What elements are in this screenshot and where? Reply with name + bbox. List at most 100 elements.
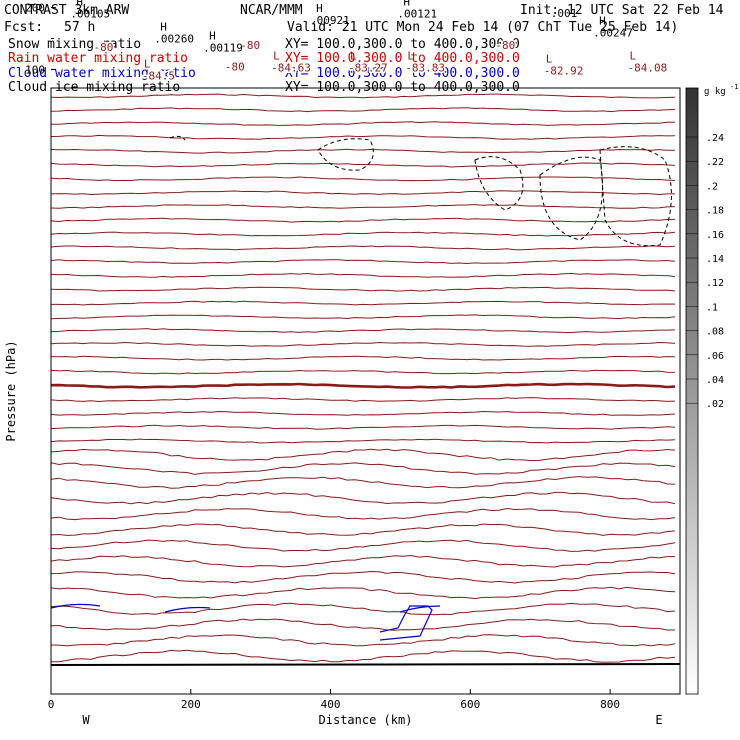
- colorbar-tick-label: .02: [706, 399, 724, 410]
- fcst-value: 57 h: [64, 20, 96, 35]
- high-value: .00921: [310, 14, 350, 27]
- temperature-contour: [51, 259, 676, 265]
- cloud-ice-contour: [599, 146, 672, 247]
- temperature-contour: [51, 634, 676, 647]
- field-xy-cloud-water: XY= 100.0,300.0 to 400.0,300.0: [285, 66, 520, 81]
- temperature-contour: [51, 382, 676, 389]
- low-marker: L: [407, 50, 414, 63]
- x-tick-label: 600: [460, 698, 480, 711]
- temperature-contour: [51, 162, 676, 168]
- x-axis-title: Distance (km): [319, 713, 413, 727]
- colorbar-tick-label: .12: [706, 278, 724, 289]
- low-value: -82.92: [544, 65, 584, 78]
- x-tick-label: 400: [321, 698, 341, 711]
- high-marker: H: [403, 0, 410, 9]
- cloud-ice-shading: [632, 0, 686, 52]
- field-name-snow: Snow mixing ratio: [8, 37, 142, 52]
- temperature-contour: [51, 397, 676, 403]
- y-tick-label: 100: [25, 63, 45, 76]
- x-tick-label: 0: [48, 698, 55, 711]
- init-label: Init: 12 UTC Sat 22 Feb 14: [520, 3, 724, 18]
- high-value: .00121: [397, 8, 437, 21]
- temperature-contour: [51, 424, 676, 430]
- temperature-contour: [51, 204, 676, 209]
- low-value: -84.08: [628, 62, 668, 75]
- contour-label: -80: [495, 39, 515, 52]
- contour-label: -80: [93, 41, 113, 54]
- surface-line: [51, 663, 680, 666]
- temperature-contour: [51, 176, 676, 182]
- temperature-contour: [51, 231, 676, 237]
- temperature-contour: [51, 300, 676, 306]
- temperature-contour: [51, 314, 676, 320]
- temperature-contour: [51, 369, 676, 375]
- x-tick-label: 800: [600, 698, 620, 711]
- high-marker: H: [76, 0, 83, 9]
- temperature-contour: [51, 586, 676, 600]
- x-end-label-west: W: [82, 713, 90, 727]
- high-value: .00105: [70, 8, 110, 21]
- temperature-contour: [51, 148, 676, 154]
- temperature-contour: [51, 602, 676, 616]
- low-value: -84.5: [142, 70, 175, 83]
- temperature-contour: [51, 618, 675, 631]
- center-label: NCAR/MMM: [240, 3, 303, 18]
- temperature-contour: [51, 217, 676, 223]
- temperature-contour: [51, 93, 676, 99]
- colorbar-tick-label: .24: [706, 133, 724, 144]
- contour-value-label: .001: [551, 7, 578, 20]
- high-value: .00247: [593, 26, 633, 39]
- temperature-contour: [51, 355, 676, 361]
- high-marker: H: [599, 14, 606, 27]
- low-value: -83.27: [348, 62, 388, 75]
- temperature-contour: [51, 649, 676, 663]
- y-tick-label: 200: [25, 2, 45, 15]
- fcst-label: Fcst:: [4, 20, 44, 35]
- temperature-contour: [51, 523, 676, 536]
- colorbar-tick-label: .18: [706, 206, 724, 217]
- temperature-contour: [51, 462, 676, 475]
- temperature-contour: [51, 272, 676, 278]
- high-value: .00119: [203, 42, 243, 55]
- temperature-contour: [51, 341, 676, 347]
- temperature-contour: [51, 539, 676, 552]
- colorbar-tick-label: .2: [706, 181, 718, 192]
- colorbar-tick-label: .16: [706, 230, 724, 241]
- field-xy-rain: XY= 100.0,300.0 to 400.0,300.0: [285, 51, 520, 66]
- high-value: .00260: [154, 32, 194, 45]
- colorbar-tick-label: .04: [706, 375, 724, 386]
- cloud-ice-contour: [169, 135, 186, 141]
- temperature-contour: [51, 410, 676, 416]
- low-marker: L: [630, 50, 637, 63]
- colorbar-unit-exponent: -1: [730, 83, 738, 91]
- x-tick-label: 200: [181, 698, 201, 711]
- high-marker: H: [160, 20, 167, 33]
- low-value: -84.63: [271, 62, 311, 75]
- valid-label: Valid: 21 UTC Mon 24 Feb 14 (07 ChT Tue …: [287, 20, 679, 35]
- temperature-contour: [51, 491, 676, 505]
- temperature-contour: [51, 190, 675, 196]
- temperature-contour: [51, 570, 676, 584]
- contour-label: -80: [225, 61, 245, 74]
- temperature-contour: [51, 507, 676, 521]
- colorbar-tick-label: .06: [706, 351, 724, 362]
- low-marker: L: [273, 50, 280, 63]
- low-marker: L: [546, 53, 553, 66]
- colorbar-tick-label: .22: [706, 157, 724, 168]
- cloud-water-contour: [164, 606, 211, 613]
- temperature-contour: [51, 286, 676, 292]
- temperature-contour: [51, 134, 676, 140]
- temperature-contour: [51, 328, 676, 334]
- colorbar: [685, 87, 699, 695]
- y-axis-title: Pressure (hPa): [4, 340, 18, 441]
- colorbar-tick-label: .1: [706, 302, 718, 313]
- cloud-ice-contour: [474, 156, 524, 211]
- temperature-contour: [51, 107, 676, 113]
- contour-label: -80: [240, 39, 260, 52]
- cloud-ice-contour: [539, 156, 603, 241]
- field-xy-snow: XY= 100.0,300.0 to 400.0,300.0: [285, 37, 520, 52]
- field-name-rain: Rain water mixing ratio: [8, 51, 189, 66]
- cloud-ice-contour: [317, 138, 374, 171]
- colorbar-unit: g kg: [704, 87, 726, 97]
